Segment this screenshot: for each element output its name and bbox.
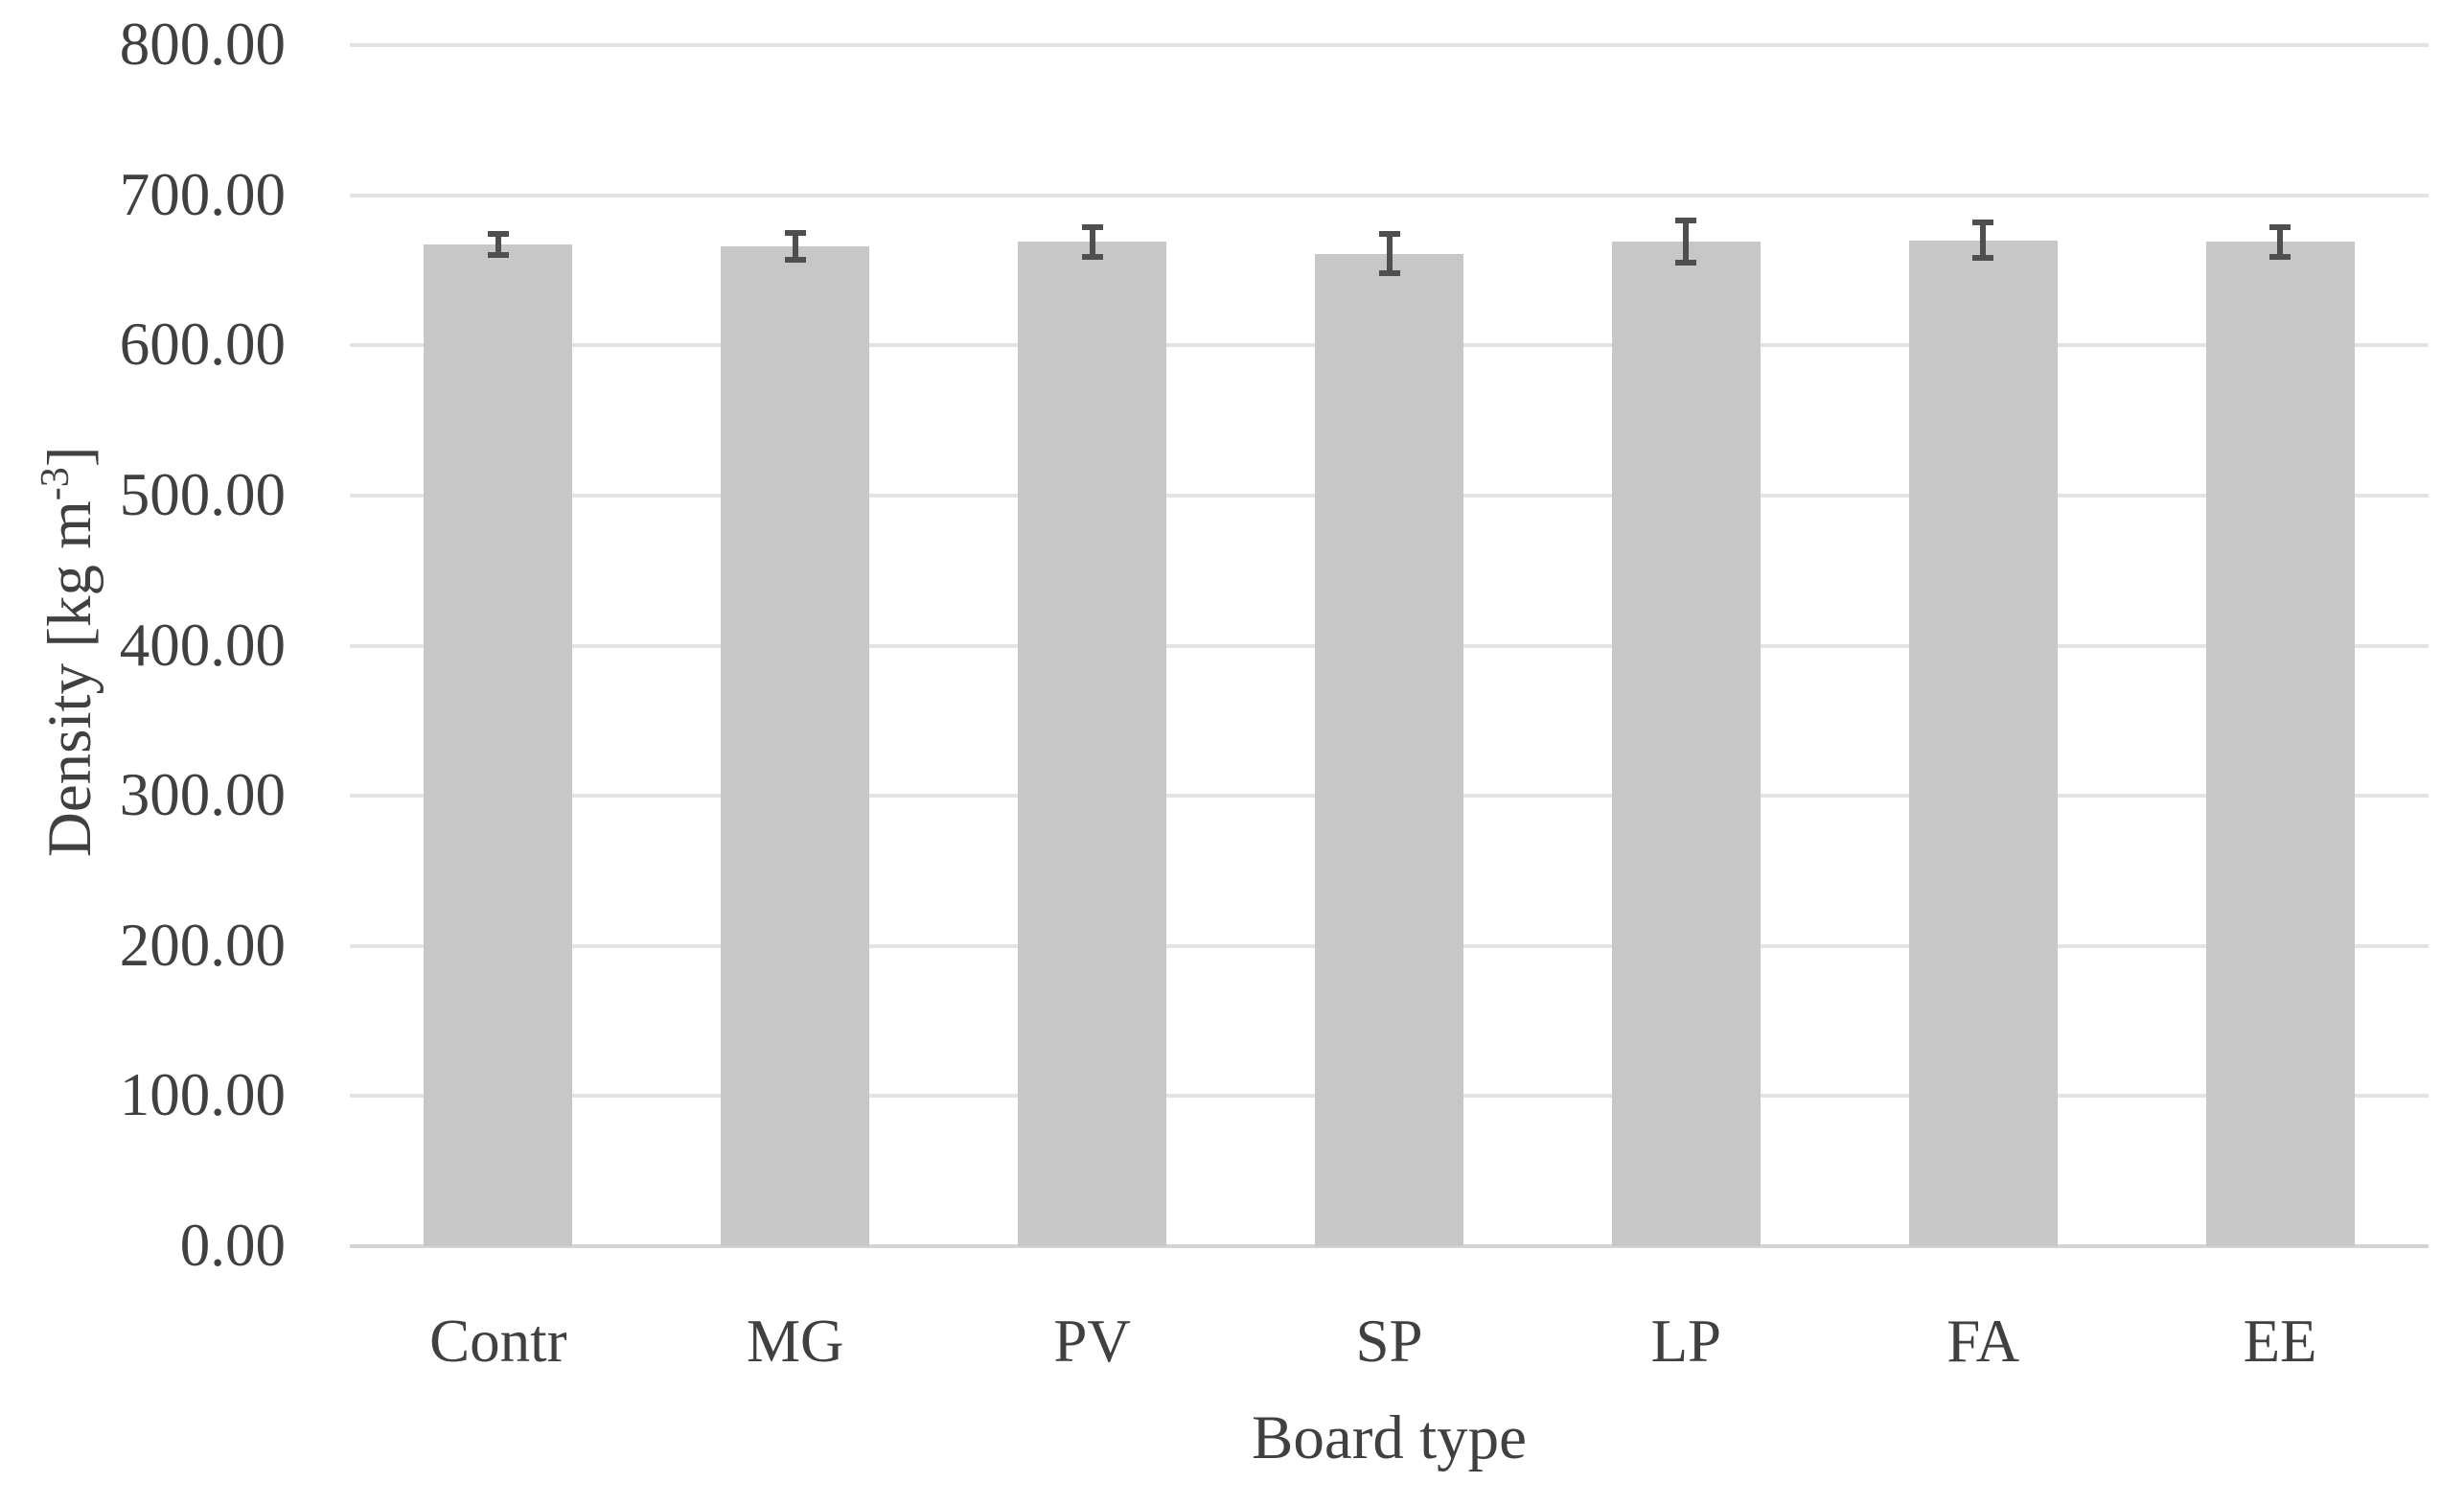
x-axis-title: Board type	[1251, 1403, 1527, 1472]
error-bar-ee-top-cap	[2269, 223, 2291, 230]
error-bar-lp-bottom-cap	[1675, 259, 1697, 266]
x-category-label-sp: SP	[1355, 1308, 1423, 1375]
error-bar-pv	[1089, 229, 1095, 254]
error-bar-fa	[1980, 224, 1987, 256]
x-category-label-mg: MG	[747, 1308, 844, 1375]
error-bar-lp	[1683, 223, 1690, 260]
error-bar-sp-bottom-cap	[1378, 269, 1400, 276]
y-tick-label-800: 800.00	[119, 11, 286, 78]
x-axis-baseline	[350, 1244, 2429, 1248]
error-bar-mg-bottom-cap	[784, 256, 806, 263]
gridline-700	[350, 193, 2429, 197]
error-bar-fa-top-cap	[1972, 219, 1994, 225]
y-tick-label-700: 700.00	[119, 160, 286, 228]
y-axis-title-bracket: ]	[35, 446, 104, 468]
error-bar-contr-bottom-cap	[487, 252, 509, 259]
y-tick-label-300: 300.00	[119, 761, 286, 829]
x-category-label-pv: PV	[1053, 1308, 1131, 1375]
bar-fa	[1908, 240, 2058, 1246]
error-bar-sp	[1386, 237, 1393, 270]
x-category-label-contr: Contr	[429, 1308, 567, 1375]
gridline-800	[350, 43, 2429, 47]
error-bar-mg	[792, 235, 798, 257]
error-bar-fa-bottom-cap	[1972, 255, 1994, 262]
error-bar-pv-bottom-cap	[1081, 253, 1103, 260]
y-axis-title: Density [kg m-3]	[25, 268, 104, 1035]
bar-ee	[2205, 242, 2355, 1246]
x-category-label-lp: LP	[1650, 1308, 1722, 1375]
x-category-label-fa: FA	[1946, 1308, 2020, 1375]
error-bar-contr	[495, 237, 501, 253]
bar-pv	[1018, 242, 1167, 1246]
error-bar-ee	[2277, 229, 2284, 254]
y-axis-title-text: Density [kg m	[35, 500, 104, 858]
error-bar-ee-bottom-cap	[2269, 253, 2291, 260]
bar-lp	[1611, 242, 1761, 1246]
error-bar-sp-top-cap	[1378, 231, 1400, 238]
error-bar-contr-top-cap	[487, 231, 509, 238]
y-tick-label-500: 500.00	[119, 460, 286, 528]
bar-contr	[424, 244, 573, 1246]
error-bar-mg-top-cap	[784, 229, 806, 236]
y-tick-label-600: 600.00	[119, 311, 286, 379]
error-bar-lp-top-cap	[1675, 218, 1697, 224]
x-category-label-ee: EE	[2243, 1308, 2317, 1375]
error-bar-pv-top-cap	[1081, 223, 1103, 230]
bar-sp	[1315, 253, 1463, 1246]
bar-mg	[721, 245, 870, 1246]
y-tick-label-100: 100.00	[119, 1061, 286, 1129]
y-tick-label-400: 400.00	[119, 611, 286, 679]
y-tick-label-0: 0.00	[179, 1212, 286, 1279]
y-tick-label-200: 200.00	[119, 911, 286, 979]
y-axis-title-superscript: -3	[34, 467, 79, 501]
